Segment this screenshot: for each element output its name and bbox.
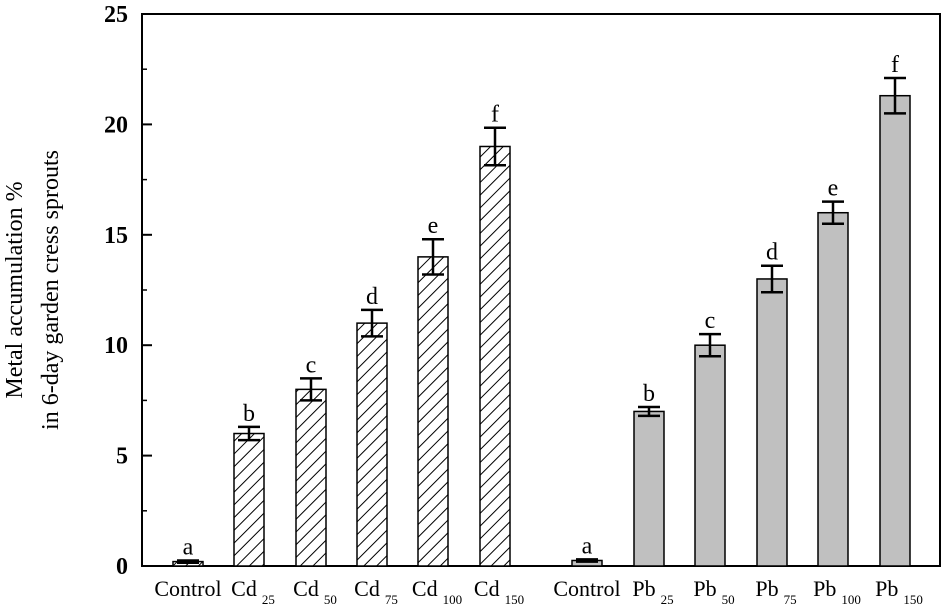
significance-label: f [491,102,499,128]
y-axis-title-line1: Metal accumulation % [2,181,28,398]
significance-label: f [891,52,899,78]
significance-label: d [366,284,378,310]
x-tick-label: Cd 25 [231,576,275,607]
significance-label: c [705,308,716,334]
y-tick-label: 5 [116,444,128,470]
x-tick-label: Control [553,576,620,601]
bar [356,322,388,567]
plot-area: 0 5 10 15 20 25 a Control b Cd 25 c Cd 50 d Cd 75 e Cd 100 f… [104,2,941,607]
significance-label: e [828,176,839,202]
x-tick-label: Control [154,576,221,601]
bar [233,432,265,567]
bar [879,94,911,567]
x-tick-label: Cd 50 [293,576,337,607]
bar [694,344,726,567]
x-tick-label: Pb 50 [693,576,734,607]
x-tick-label: Cd 75 [354,576,398,607]
bar [479,145,511,567]
y-tick-label: 15 [104,223,128,249]
significance-label: b [643,381,655,407]
y-tick-label: 20 [104,112,128,138]
significance-label: c [306,352,317,378]
x-tick-label: Pb 150 [875,576,923,607]
y-tick-label: 0 [116,554,128,580]
bar [756,278,788,567]
significance-label: a [183,534,194,560]
y-axis-title: Metal accumulation % in 6-day garden cre… [2,150,64,430]
x-tick-label: Pb 25 [632,576,673,607]
x-tick-label: Cd 100 [412,576,462,607]
bar [633,410,665,567]
x-tick-label: Pb 75 [755,576,796,607]
bar [295,388,327,567]
y-tick-label: 10 [104,333,128,359]
x-tick-label: Cd 150 [474,576,524,607]
y-axis-title-line2: in 6-day garden cress sprouts [38,150,64,430]
significance-label: d [766,240,778,266]
significance-label: b [243,401,255,427]
x-tick-label: Pb 100 [813,576,861,607]
significance-label: a [582,533,593,559]
significance-label: e [428,213,439,239]
y-tick-label: 25 [104,2,128,28]
bar [817,211,849,567]
bar [417,256,449,567]
